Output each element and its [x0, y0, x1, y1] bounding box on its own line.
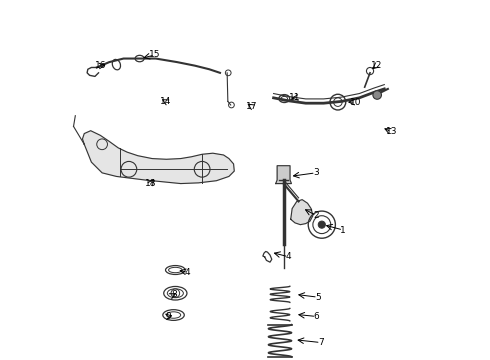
Text: 7: 7: [318, 338, 323, 347]
Text: 12: 12: [371, 61, 382, 70]
Text: 13: 13: [386, 127, 397, 136]
Polygon shape: [276, 166, 292, 184]
Text: 9: 9: [165, 312, 171, 321]
Text: 15: 15: [149, 50, 161, 59]
Text: 16: 16: [95, 61, 107, 70]
Text: 8: 8: [172, 290, 177, 299]
Text: 3: 3: [313, 168, 318, 177]
Text: 17: 17: [246, 102, 258, 111]
Circle shape: [318, 221, 325, 228]
Text: 5: 5: [315, 293, 321, 302]
Polygon shape: [82, 131, 234, 184]
Polygon shape: [291, 200, 313, 225]
Text: 14: 14: [160, 97, 172, 106]
Text: 4: 4: [185, 268, 191, 277]
Text: 10: 10: [350, 98, 362, 107]
Circle shape: [373, 91, 381, 99]
Text: 2: 2: [314, 211, 319, 220]
Text: 6: 6: [314, 312, 319, 321]
Text: 11: 11: [289, 93, 301, 102]
Text: 1: 1: [341, 225, 346, 234]
Text: 18: 18: [145, 179, 156, 188]
Text: 4: 4: [286, 252, 292, 261]
